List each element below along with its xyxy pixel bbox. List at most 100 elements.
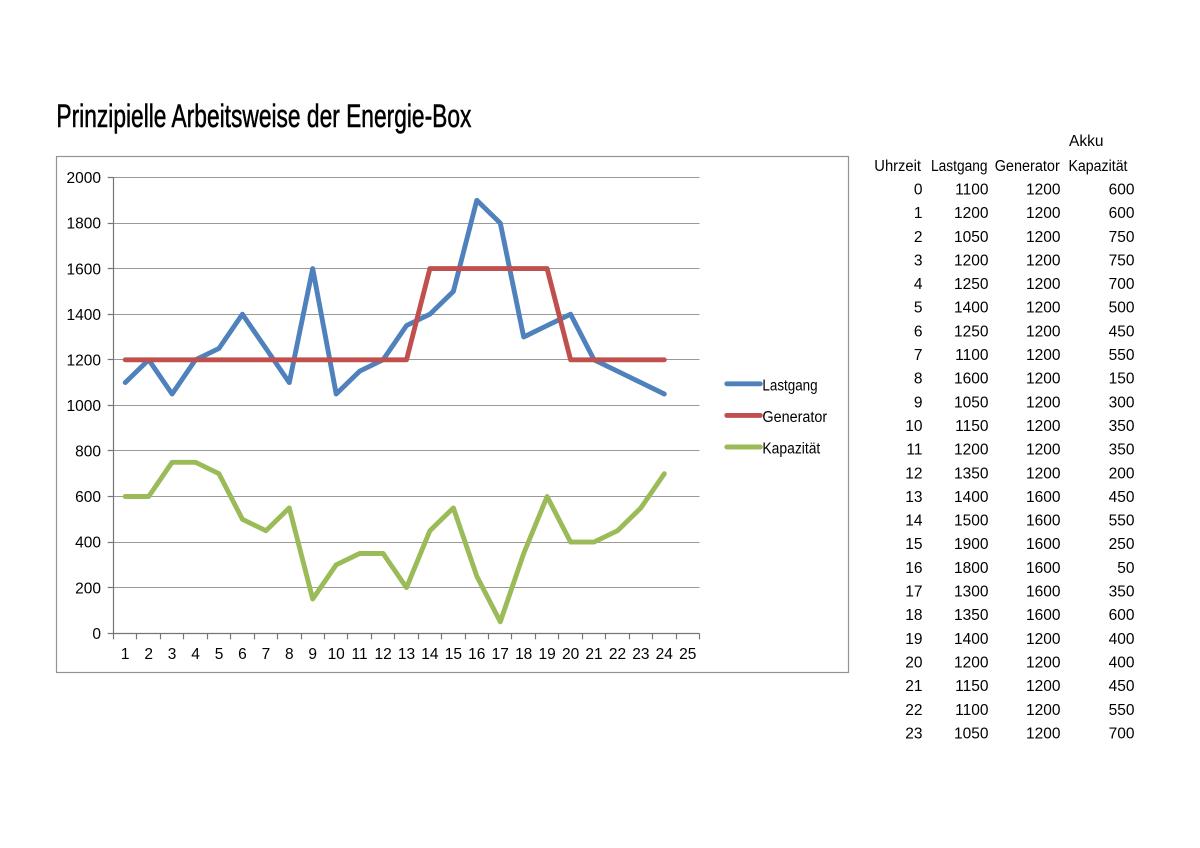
- svg-text:400: 400: [1109, 631, 1135, 648]
- svg-text:1200: 1200: [954, 655, 989, 672]
- svg-text:18: 18: [515, 646, 532, 663]
- svg-text:Lastgang: Lastgang: [762, 377, 817, 394]
- svg-text:19: 19: [905, 631, 922, 648]
- svg-text:3: 3: [914, 252, 923, 269]
- svg-text:200: 200: [75, 580, 101, 597]
- svg-text:50: 50: [1117, 560, 1135, 577]
- svg-text:1800: 1800: [954, 560, 989, 577]
- svg-text:21: 21: [905, 678, 922, 695]
- svg-text:6: 6: [238, 646, 247, 663]
- svg-text:21: 21: [585, 646, 602, 663]
- svg-text:19: 19: [538, 646, 555, 663]
- svg-text:Lastgang: Lastgang: [931, 158, 988, 175]
- svg-text:1200: 1200: [954, 442, 989, 459]
- svg-text:1200: 1200: [1026, 725, 1061, 742]
- svg-text:4: 4: [191, 646, 200, 663]
- svg-text:1150: 1150: [955, 418, 989, 435]
- svg-text:1200: 1200: [1026, 678, 1061, 695]
- svg-text:8: 8: [914, 371, 923, 388]
- svg-text:800: 800: [75, 444, 101, 461]
- svg-text:25: 25: [679, 646, 696, 663]
- svg-text:1200: 1200: [67, 352, 102, 369]
- svg-text:1200: 1200: [1026, 418, 1061, 435]
- svg-text:1400: 1400: [954, 300, 989, 317]
- svg-text:1100: 1100: [955, 702, 989, 719]
- svg-text:350: 350: [1109, 418, 1135, 435]
- svg-text:1400: 1400: [954, 631, 989, 648]
- svg-text:1600: 1600: [1026, 513, 1061, 530]
- svg-text:1050: 1050: [954, 725, 989, 742]
- svg-text:1: 1: [914, 205, 923, 222]
- svg-text:4: 4: [914, 276, 923, 293]
- svg-text:1800: 1800: [67, 216, 102, 233]
- svg-text:6: 6: [914, 323, 923, 340]
- svg-text:1100: 1100: [955, 347, 989, 364]
- svg-text:750: 750: [1109, 229, 1135, 246]
- svg-text:1500: 1500: [954, 513, 989, 530]
- svg-text:Kapazität: Kapazität: [1069, 158, 1129, 175]
- svg-text:1250: 1250: [954, 276, 989, 293]
- svg-text:1000: 1000: [67, 398, 102, 415]
- svg-text:22: 22: [609, 646, 626, 663]
- svg-text:14: 14: [905, 513, 923, 530]
- svg-text:1: 1: [121, 646, 130, 663]
- svg-text:Kapazität: Kapazität: [762, 441, 821, 458]
- svg-text:2000: 2000: [67, 170, 102, 187]
- svg-text:7: 7: [914, 347, 923, 364]
- svg-text:1200: 1200: [954, 205, 989, 222]
- svg-text:3: 3: [168, 646, 177, 663]
- svg-text:9: 9: [308, 646, 317, 663]
- svg-text:5: 5: [914, 300, 923, 317]
- svg-text:250: 250: [1109, 536, 1135, 553]
- svg-text:13: 13: [905, 489, 922, 506]
- svg-text:22: 22: [905, 702, 922, 719]
- svg-text:350: 350: [1109, 584, 1135, 601]
- svg-text:1200: 1200: [1026, 205, 1061, 222]
- svg-text:10: 10: [328, 646, 346, 663]
- svg-text:600: 600: [1109, 607, 1135, 624]
- svg-text:15: 15: [905, 536, 922, 553]
- svg-text:7: 7: [262, 646, 271, 663]
- svg-text:1350: 1350: [954, 465, 989, 482]
- svg-text:1200: 1200: [1026, 394, 1061, 411]
- svg-text:450: 450: [1109, 489, 1135, 506]
- svg-text:1200: 1200: [1026, 347, 1061, 364]
- svg-text:16: 16: [905, 560, 922, 577]
- svg-text:13: 13: [398, 646, 415, 663]
- svg-text:11: 11: [906, 442, 922, 459]
- svg-text:1600: 1600: [67, 261, 102, 278]
- svg-text:Uhrzeit: Uhrzeit: [874, 158, 921, 175]
- svg-text:400: 400: [1109, 655, 1135, 672]
- svg-text:14: 14: [421, 646, 439, 663]
- svg-text:1200: 1200: [1026, 631, 1061, 648]
- svg-text:600: 600: [1109, 205, 1135, 222]
- svg-text:23: 23: [632, 646, 649, 663]
- svg-text:1600: 1600: [1026, 536, 1061, 553]
- svg-text:1050: 1050: [954, 394, 989, 411]
- svg-text:5: 5: [215, 646, 224, 663]
- svg-text:1200: 1200: [1026, 442, 1061, 459]
- svg-text:2: 2: [914, 229, 923, 246]
- svg-text:1350: 1350: [954, 607, 989, 624]
- svg-text:18: 18: [905, 607, 922, 624]
- svg-text:17: 17: [905, 584, 922, 601]
- svg-text:550: 550: [1109, 347, 1135, 364]
- svg-text:20: 20: [562, 646, 580, 663]
- svg-text:0: 0: [92, 626, 101, 643]
- svg-text:1600: 1600: [1026, 489, 1061, 506]
- svg-text:12: 12: [374, 646, 391, 663]
- svg-text:Generator: Generator: [995, 158, 1060, 175]
- svg-text:1400: 1400: [67, 307, 102, 324]
- svg-text:12: 12: [905, 465, 922, 482]
- svg-text:600: 600: [75, 489, 101, 506]
- svg-text:700: 700: [1109, 725, 1135, 742]
- svg-text:550: 550: [1109, 513, 1135, 530]
- svg-text:450: 450: [1109, 323, 1135, 340]
- svg-text:550: 550: [1109, 702, 1135, 719]
- svg-text:16: 16: [468, 646, 485, 663]
- svg-text:1200: 1200: [1026, 252, 1061, 269]
- svg-text:Prinzipielle Arbeitsweise der: Prinzipielle Arbeitsweise der Energie-Bo…: [56, 98, 471, 134]
- svg-text:200: 200: [1109, 465, 1135, 482]
- svg-text:1200: 1200: [1026, 300, 1061, 317]
- svg-text:10: 10: [905, 418, 923, 435]
